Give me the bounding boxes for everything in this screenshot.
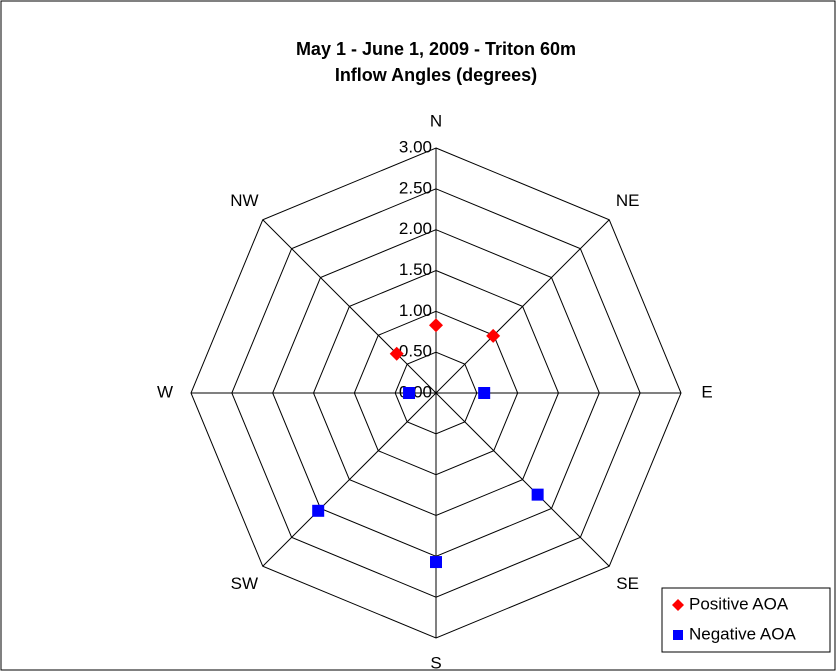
spoke [435,392,610,567]
legend [661,587,831,653]
tick-label: 0.50 [399,342,432,361]
tick-label: 2.50 [399,178,432,197]
tick-label: 2.00 [399,219,432,238]
chart-title: May 1 - June 1, 2009 - Triton 60m [296,39,576,59]
category-label: SW [231,574,258,593]
spoke [262,392,437,567]
data-point [531,488,544,501]
data-point [430,556,442,569]
chart-subtitle: Inflow Angles (degrees) [335,65,537,85]
legend-label: Negative AOA [689,624,796,643]
category-label: SE [616,574,639,593]
category-label: S [430,653,441,672]
legend-label: Positive AOA [689,594,789,613]
category-label: W [157,382,173,401]
tick-label: 1.50 [399,260,432,279]
category-label: NE [616,191,640,210]
category-label: N [430,111,442,130]
data-point [312,504,325,517]
legend-marker [672,599,684,611]
tick-label: 1.00 [399,301,432,320]
data-point [486,328,501,343]
category-label: E [701,382,712,401]
spoke [262,219,437,394]
legend-marker [673,630,683,640]
tick-label: 3.00 [399,137,432,156]
spoke [435,219,610,394]
data-point [389,346,404,361]
category-label: NW [230,191,258,210]
data-point [429,318,443,333]
data-point [403,387,416,399]
data-point [478,387,491,399]
